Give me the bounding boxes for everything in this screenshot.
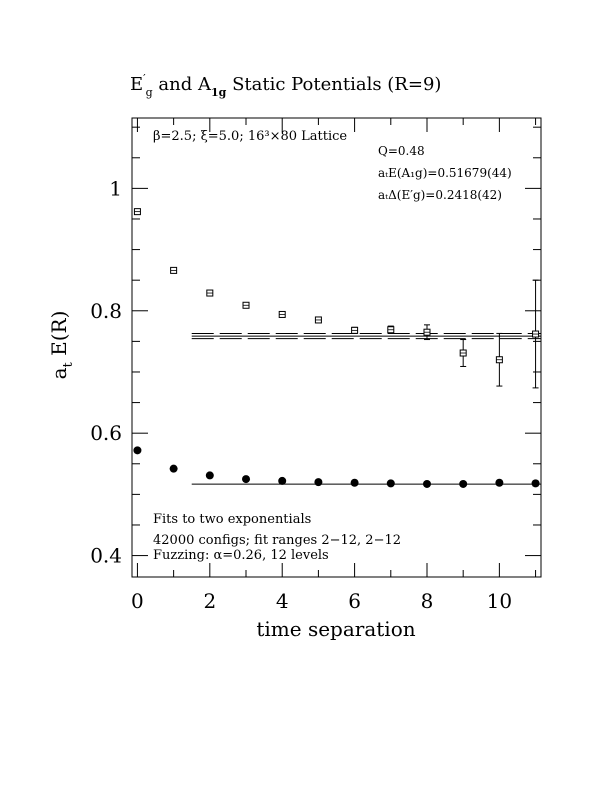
- y-tick-label: 0.4: [90, 544, 122, 568]
- x-tick-label: 6: [348, 589, 361, 613]
- data-point-circle: [205, 471, 214, 480]
- y-tick-labels: 0.4 0.6 0.8 1: [90, 176, 122, 567]
- data-point-circle: [386, 479, 395, 488]
- data-points: [133, 208, 540, 488]
- x-tick-label: 2: [203, 589, 216, 613]
- data-point-circle: [422, 479, 431, 488]
- data-point-circle: [242, 475, 251, 484]
- data-point-circle: [278, 476, 287, 485]
- data-point-circle: [350, 478, 359, 487]
- plot-frame: [131, 117, 542, 578]
- fit-lines: [191, 333, 541, 485]
- fuzzing-annotation: Fuzzing: α=0.26, 12 levels: [153, 548, 329, 563]
- energy-annotation: aₜE(A₁g)=0.51679(44): [378, 166, 512, 180]
- x-axis-label: time separation: [256, 617, 415, 641]
- fit-annotation: Fits to two exponentials: [153, 512, 311, 527]
- data-point-circle: [133, 446, 142, 455]
- data-point-circle: [531, 479, 540, 488]
- data-point-circle: [495, 478, 504, 487]
- y-axis-label: at E(R): [47, 311, 76, 380]
- x-tick-label: 0: [131, 589, 144, 613]
- x-tick-labels: 0 2 4 6 8 10: [131, 589, 512, 613]
- y-tick-label: 0.8: [90, 299, 122, 323]
- x-tick-label: 10: [487, 589, 512, 613]
- configs-annotation: 42000 configs; fit ranges 2−12, 2−12: [153, 533, 401, 548]
- lattice-annotation: β=2.5; ξ=5.0; 16³×80 Lattice: [153, 129, 347, 144]
- data-point-circle: [314, 478, 323, 487]
- data-point-circle: [169, 464, 178, 473]
- x-tick-label: 8: [421, 589, 434, 613]
- chart-title: E′g and A1g Static Potentials (R=9): [130, 72, 441, 99]
- q-annotation: Q=0.48: [378, 144, 425, 158]
- data-point-circle: [459, 479, 468, 488]
- x-tick-label: 4: [276, 589, 289, 613]
- delta-annotation: aₜΔ(E′g)=0.2418(42): [378, 188, 502, 202]
- axis-ticks: [132, 118, 541, 577]
- y-tick-label: 1: [109, 176, 122, 200]
- y-tick-label: 0.6: [90, 421, 122, 445]
